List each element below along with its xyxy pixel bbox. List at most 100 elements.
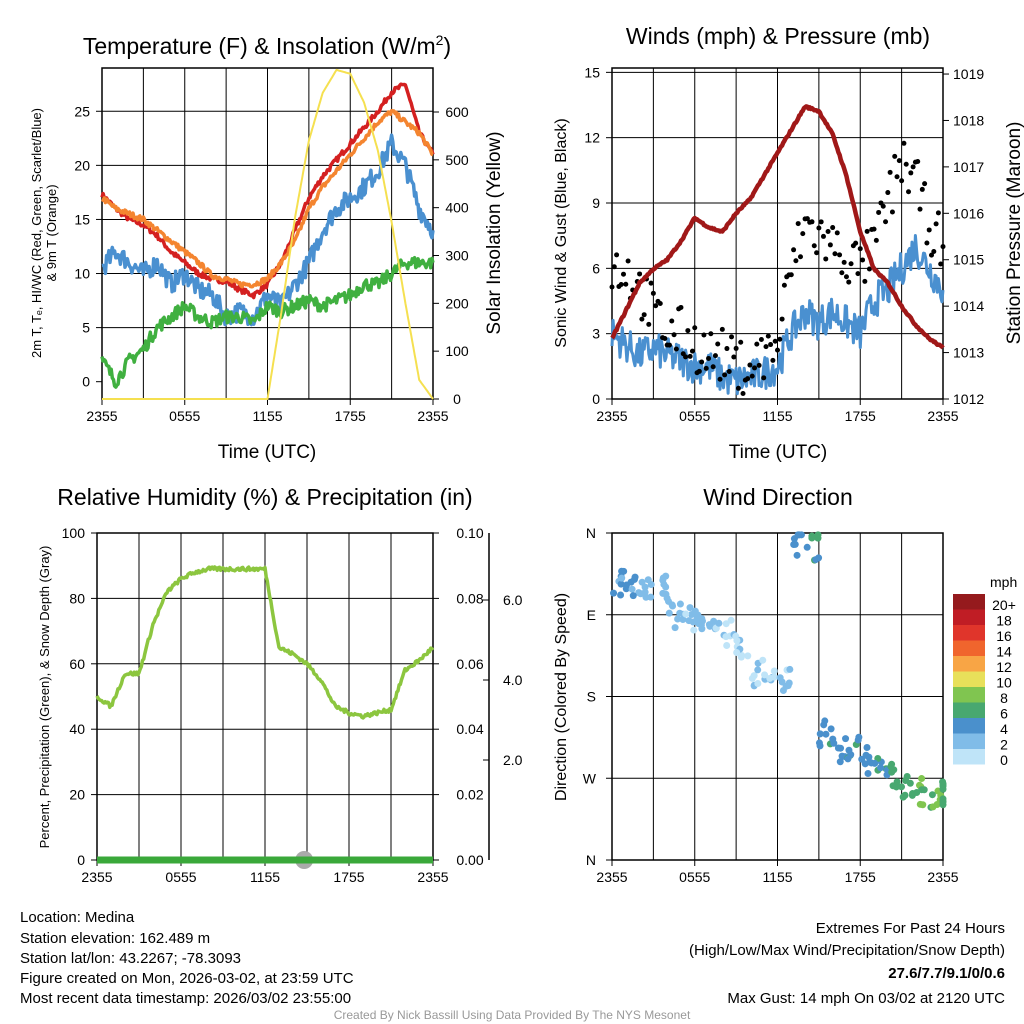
gust-point (765, 333, 771, 339)
direction-point (785, 679, 793, 687)
direction-point (685, 617, 693, 625)
direction-point (679, 616, 687, 624)
temp-xlabel: Time (UTC) (218, 442, 317, 463)
direction-point (641, 583, 649, 591)
gust-point (864, 228, 870, 234)
series-relative-humidity (95, 565, 435, 720)
latlon: Station lat/lon: 43.2267; -78.3093 (20, 950, 241, 967)
direction-point (770, 667, 778, 675)
snow-tick-label: 2.0 (503, 752, 523, 768)
direction-point (816, 742, 824, 750)
gust-point (795, 221, 801, 227)
gust-point (901, 140, 907, 146)
gust-point (733, 345, 739, 351)
gust-point (646, 321, 652, 327)
gust-point (689, 348, 695, 354)
x-tick-label: 2355 (417, 408, 448, 424)
created-time: Figure created on Mon, 2026-03-02, at 23… (20, 970, 354, 987)
gust-point (837, 252, 843, 258)
gust-point (763, 344, 769, 350)
gust-point (892, 153, 898, 159)
wind-ylabel: Sonic Wind & Gust (Blue, Black) (553, 118, 570, 347)
y-tick-label: 3 (592, 326, 600, 342)
y-right-tick-label: 1016 (953, 205, 984, 221)
legend-label: 6 (1000, 706, 1008, 722)
gust-point (625, 258, 631, 264)
direction-point (610, 589, 618, 597)
x-tick-label: 1755 (845, 869, 876, 885)
direction-point (939, 797, 947, 805)
direction-chart-title: Wind Direction (703, 484, 853, 510)
gust-point (906, 189, 912, 195)
direction-point (836, 758, 844, 766)
direction-point (778, 678, 786, 686)
x-tick-label: 2355 (81, 869, 112, 885)
direction-point (864, 770, 872, 778)
gust-point (673, 346, 679, 352)
y-tick-label: N (586, 525, 596, 541)
gust-point (712, 353, 718, 359)
series-9m-temperature (101, 108, 434, 289)
direction-point (698, 625, 706, 633)
gust-point (855, 271, 861, 277)
y-tick-label: 20 (69, 787, 85, 803)
gust-point (834, 230, 840, 236)
gust-point (793, 258, 799, 264)
direction-point (676, 600, 684, 608)
plot-panel-0: 2355 0555 1155 1755 2355 0 5 10 15 20 25 0 100 200 300… (74, 67, 469, 424)
gust-point (722, 372, 728, 378)
y-right-tick-label: 400 (445, 200, 469, 216)
direction-point (641, 588, 649, 596)
gust-point (639, 316, 645, 322)
gust-point (883, 219, 889, 225)
gust-point (752, 365, 758, 371)
series-hi-wc (101, 133, 435, 327)
temp-ylabel-1: 2m T, Tₑ, HI/WC (Red, Green, Scarlet/Blu… (29, 108, 44, 358)
direction-point (628, 585, 636, 593)
elevation: Station elevation: 162.489 m (20, 930, 210, 947)
y-tick-label: 60 (69, 656, 85, 672)
direction-point (842, 735, 850, 743)
gust-point (653, 303, 659, 309)
gust-point (889, 209, 895, 215)
gust-point (873, 237, 879, 243)
x-tick-label: 1155 (250, 869, 280, 885)
gust-point (899, 178, 905, 184)
gust-point (657, 301, 663, 307)
gust-point (701, 332, 707, 338)
gust-point (933, 221, 939, 227)
direction-point (863, 744, 871, 752)
gust-point (846, 279, 852, 285)
direction-point (822, 730, 830, 738)
y-right-tick-label: 0.06 (456, 656, 483, 672)
gust-point (908, 170, 914, 176)
gust-point (719, 326, 725, 332)
gust-point (857, 246, 863, 252)
gust-point (740, 391, 746, 397)
gust-point (929, 252, 935, 258)
x-tick-label: 2355 (596, 408, 627, 424)
location: Location: Medina (20, 909, 135, 926)
gust-point (747, 362, 753, 368)
gust-point (745, 376, 751, 382)
gust-point (910, 164, 916, 170)
direction-point (903, 773, 911, 781)
direction-point (617, 580, 625, 588)
gust-point (860, 257, 866, 263)
direction-point (814, 531, 822, 539)
y-tick-label: 40 (69, 721, 85, 737)
direction-point (766, 674, 774, 682)
direction-point (816, 730, 824, 738)
y-tick-label: 6 (592, 260, 600, 276)
y-right-tick-label: 500 (445, 152, 469, 168)
gust-point (825, 229, 831, 235)
gust-point (830, 225, 836, 231)
legend-swatch (953, 656, 985, 672)
x-tick-label: 1755 (333, 869, 364, 885)
gust-point (756, 362, 762, 368)
gust-point (738, 339, 744, 345)
gust-point (637, 271, 643, 277)
direction-point (865, 753, 873, 761)
